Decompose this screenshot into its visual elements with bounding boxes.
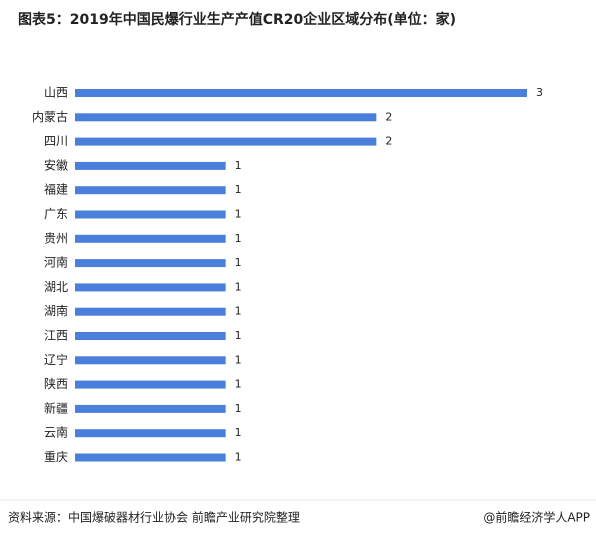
y-tick-label: 四川 [44,134,68,148]
value-label: 3 [536,86,543,99]
bar [75,307,226,316]
value-label: 2 [385,135,392,148]
y-tick-label: 湖南 [44,303,68,318]
bar [75,234,226,243]
bar [75,332,226,340]
bar [75,380,226,389]
bar [75,283,226,292]
value-label: 1 [235,426,242,439]
value-label: 1 [235,232,242,245]
bar [75,113,377,122]
value-label: 1 [235,378,242,391]
bar [75,356,226,365]
footer: @前瞻经济学人APP [483,510,590,525]
bar [75,404,226,413]
value-label: 1 [235,353,242,366]
value-label: 1 [235,183,242,196]
value-label: 2 [385,110,392,123]
bar [75,453,226,462]
value-label: 1 [235,256,242,269]
y-tick-label: 内蒙古 [32,109,68,124]
bar [75,259,226,268]
y-tick-label: 福建 [44,182,68,197]
value-label: 1 [235,451,242,464]
y-tick-label: 新疆 [44,400,68,415]
y-tick-label: 广东 [44,207,68,221]
y-tick-label: 重庆 [44,450,68,464]
y-tick-label: 山西 [44,86,68,100]
y-tick-label: 河南 [44,255,68,270]
chart-title: 图表5：2019年中国民爆行业生产产值CR20企业区域分布(单位：家) [18,11,456,28]
value-label: 1 [235,305,242,318]
y-tick-label: 陕西 [44,376,68,391]
bar [75,429,226,438]
value-label: 1 [235,208,242,221]
bar [75,89,527,97]
bar [75,210,226,219]
y-tick-label: 湖北 [44,279,68,294]
y-tick-label: 云南 [44,425,68,440]
y-tick-label: 江西 [44,329,68,343]
value-label: 1 [235,159,242,172]
value-label: 1 [235,402,242,415]
value-label: 1 [235,329,242,342]
bar [75,161,226,170]
bar [75,186,226,195]
source: 资料来源：中国爆破器材行业协会 前瞻产业研究院整理 [8,510,300,525]
y-tick-label: 安徽 [44,157,68,172]
bar [75,137,377,146]
value-label: 1 [235,280,242,293]
y-tick-label: 贵州 [44,231,68,245]
y-tick-label: 辽宁 [44,352,68,367]
